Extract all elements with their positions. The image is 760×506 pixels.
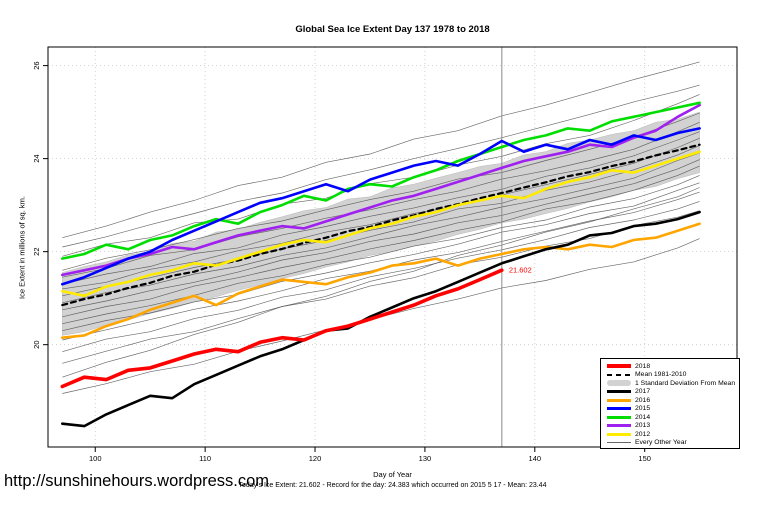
legend-item-mean-1981-2010: Mean 1981-2010 — [607, 371, 739, 380]
every-other-year-line-4 — [62, 112, 700, 271]
y-tick-label-22: 22 — [32, 247, 41, 255]
x-axis-title: Day of Year — [373, 470, 412, 479]
legend-label: 2017 — [635, 388, 651, 396]
every-other-year-line-7 — [62, 137, 700, 290]
legend-swatch-icon — [607, 415, 631, 419]
legend-swatch-icon — [607, 390, 631, 394]
series-line-2017 — [60, 210, 701, 428]
legend-swatch-icon — [607, 442, 631, 444]
current-extent-annotation: 21.602 — [509, 266, 532, 275]
plot-border — [47, 46, 738, 448]
series-line-2016 — [60, 222, 701, 340]
series-line-2018 — [60, 268, 504, 389]
every-other-year-line-11 — [62, 165, 700, 318]
legend-swatch-icon — [607, 407, 631, 411]
legend-item-2017: 2017 — [607, 388, 739, 397]
x-tick-label-130: 130 — [419, 454, 432, 463]
every-other-year-line-8 — [62, 145, 700, 297]
legend-item-2013: 2013 — [607, 422, 739, 431]
every-other-year-line-1 — [62, 61, 700, 239]
legend-swatch-icon — [607, 424, 631, 428]
x-tick-label-110: 110 — [199, 454, 211, 463]
legend-item-2014: 2014 — [607, 413, 739, 422]
every-other-year-line-9 — [62, 152, 700, 304]
legend-item-every-other-year: Every Other Year — [607, 439, 739, 448]
legend-label: Mean 1981-2010 — [635, 371, 687, 379]
series-lines-layer — [60, 101, 701, 428]
legend-label: 2013 — [635, 422, 651, 430]
every-other-year-line-17 — [62, 187, 700, 378]
series-line-mean-1981-2010 — [61, 143, 701, 307]
every-other-year-line-6 — [62, 131, 700, 285]
footer-url-text: http://sunshinehours.wordpress.com — [4, 472, 270, 490]
chart-title: Global Sea Ice Extent Day 137 1978 to 20… — [295, 24, 490, 35]
legend-box: 2018 Mean 1981-2010 1 Standard Deviation F… — [600, 358, 740, 449]
every-other-year-line-15 — [62, 201, 700, 353]
legend-item-2018: 2018 — [607, 362, 739, 371]
x-tick-label-120: 120 — [309, 454, 322, 463]
series-line-2015 — [60, 127, 701, 286]
legend-label: 2012 — [635, 430, 651, 438]
legend-swatch-icon — [607, 373, 631, 376]
legend-label: 2016 — [635, 396, 651, 404]
x-tick-label-150: 150 — [638, 454, 651, 463]
legend-label: 2014 — [635, 413, 651, 421]
legend-item-1-standard-deviation-from-mean: 1 Standard Deviation From Mean — [607, 379, 739, 388]
y-tick-label-20: 20 — [32, 341, 41, 349]
every-other-year-line-10 — [62, 159, 700, 311]
legend-item-2016: 2016 — [607, 396, 739, 405]
legend-swatch-icon — [607, 380, 631, 387]
every-other-year-line-2 — [62, 84, 700, 248]
legend-swatch-icon — [607, 364, 631, 369]
series-line-2014 — [60, 101, 701, 260]
series-line-2012 — [60, 150, 701, 298]
x-tick-label-140: 140 — [529, 454, 542, 463]
legend-swatch-icon — [607, 398, 631, 402]
every-other-year-line-12 — [62, 175, 700, 325]
annotation-layer: 21.602 — [509, 266, 532, 275]
footer-stats-text: Today's Ice Extent: 21.602 - Record for … — [238, 482, 547, 489]
every-other-year-line-13 — [62, 182, 700, 332]
legend-swatch-icon — [607, 432, 631, 436]
legend-label: 2018 — [635, 362, 651, 370]
legend-label: 1 Standard Deviation From Mean — [635, 379, 736, 387]
every-other-year-line-3 — [62, 94, 700, 257]
legend-label: Every Other Year — [635, 439, 687, 447]
every-other-year-line-5 — [62, 122, 700, 278]
legend-label: 2015 — [635, 405, 651, 413]
y-tick-label-24: 24 — [32, 154, 41, 162]
legend-item-2012: 2012 — [607, 430, 739, 439]
series-line-2013 — [60, 103, 701, 277]
x-tick-label-100: 100 — [89, 454, 102, 463]
axes-layer: 100 110 120 130 140 150 20 22 24 26 — [32, 46, 738, 463]
legend-item-2015: 2015 — [607, 405, 739, 414]
y-tick-label-26: 26 — [32, 61, 41, 69]
y-axis-title: Ice Extent in millions of sq. km. — [17, 196, 27, 299]
